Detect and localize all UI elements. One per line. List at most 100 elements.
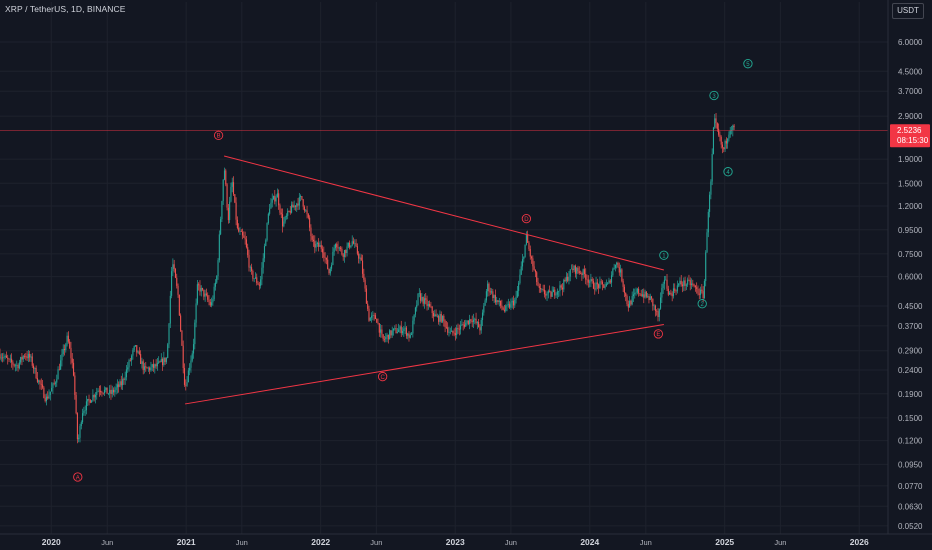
candle-body	[604, 286, 606, 288]
candle-body	[590, 279, 592, 282]
candle	[447, 322, 449, 336]
candle-body	[245, 239, 247, 248]
wave-label-2: 2	[697, 299, 707, 309]
candle	[2, 353, 4, 363]
candle-body	[102, 392, 104, 394]
candle-body	[115, 387, 117, 390]
candle-body	[2, 357, 4, 359]
candle-body	[338, 247, 340, 249]
candle-body	[202, 288, 204, 290]
candle	[589, 279, 591, 288]
candle-body	[53, 383, 55, 385]
candle-body	[275, 197, 277, 202]
candle	[671, 291, 673, 302]
candle	[510, 298, 512, 311]
candle	[476, 321, 478, 330]
candle-body	[462, 324, 464, 325]
y-axis-tick-label: 0.0630	[898, 502, 923, 511]
candle-body	[413, 314, 415, 321]
candle	[323, 246, 325, 262]
candle-body	[591, 279, 593, 282]
candle-body	[474, 318, 476, 320]
candle-body	[156, 362, 158, 367]
candle-body	[3, 356, 5, 358]
candle	[214, 279, 217, 291]
candle-body	[62, 348, 64, 355]
candle-body	[331, 264, 333, 269]
candle-body	[155, 364, 157, 367]
candle-body	[194, 322, 196, 345]
candle-body	[94, 394, 97, 398]
candle	[123, 377, 125, 385]
candle	[391, 326, 393, 338]
candle	[256, 273, 258, 286]
candle	[133, 345, 135, 353]
candle	[440, 311, 442, 324]
candle	[78, 434, 80, 443]
candle-body	[364, 279, 366, 289]
candle	[688, 274, 690, 282]
candle	[85, 395, 87, 415]
candle	[368, 305, 370, 322]
candle	[392, 328, 395, 336]
y-axis-tick-label: 0.4500	[898, 302, 923, 311]
candle	[371, 312, 373, 323]
candle-body	[407, 333, 409, 336]
candle-body	[709, 194, 711, 212]
grid	[0, 2, 888, 534]
candle-body	[100, 390, 102, 393]
candle	[534, 269, 536, 278]
candle	[641, 289, 644, 298]
candle	[336, 242, 338, 252]
candle-body	[118, 384, 120, 387]
candle-body	[478, 322, 480, 328]
candle	[342, 253, 344, 261]
candle-body	[39, 380, 41, 384]
candle	[231, 177, 233, 193]
candle	[408, 331, 410, 342]
candle	[727, 138, 729, 149]
candle-body	[291, 204, 293, 213]
candle-body	[239, 231, 241, 232]
candle	[690, 278, 693, 290]
candle-body	[42, 384, 44, 388]
y-axis-tick-label: 0.0770	[898, 482, 923, 491]
candle-body	[625, 292, 627, 297]
candle-body	[524, 244, 526, 257]
candle-body	[457, 327, 459, 329]
candle-body	[648, 296, 650, 301]
y-axis-tick-label: 0.9500	[898, 226, 923, 235]
candle	[281, 208, 284, 233]
candle-body	[89, 399, 91, 403]
candle	[284, 215, 286, 224]
candle-body	[159, 361, 161, 363]
candle-body	[145, 366, 147, 368]
candle	[334, 243, 336, 251]
candle	[569, 269, 571, 282]
candle-body	[220, 219, 222, 235]
candle-body	[496, 300, 498, 303]
candle	[645, 290, 647, 299]
candle	[493, 294, 495, 304]
candle-body	[502, 307, 504, 310]
y-axis-tick-label: 0.1500	[898, 414, 923, 423]
candle-body	[183, 368, 186, 385]
candle-body	[329, 268, 331, 274]
candle	[568, 271, 570, 285]
candle-body	[431, 306, 433, 313]
candle	[3, 352, 5, 362]
candle-body	[607, 283, 609, 284]
candle	[478, 319, 480, 328]
candle-body	[423, 298, 426, 304]
candle-body	[586, 279, 588, 281]
candle	[453, 328, 455, 337]
candle-body	[561, 287, 564, 290]
candle-body	[281, 214, 284, 227]
candle	[239, 226, 241, 235]
candle-body	[408, 333, 410, 338]
candle-body	[404, 327, 406, 329]
candle	[728, 131, 730, 142]
currency-selector[interactable]: USDT	[892, 3, 924, 19]
candle-body	[395, 327, 397, 334]
